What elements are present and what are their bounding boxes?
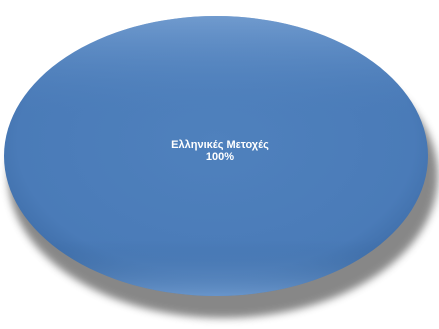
pie-rim-highlight <box>4 16 428 296</box>
data-label-category: Ελληνικές Μετοχές <box>171 139 269 151</box>
data-label-percent: 100% <box>206 151 234 163</box>
